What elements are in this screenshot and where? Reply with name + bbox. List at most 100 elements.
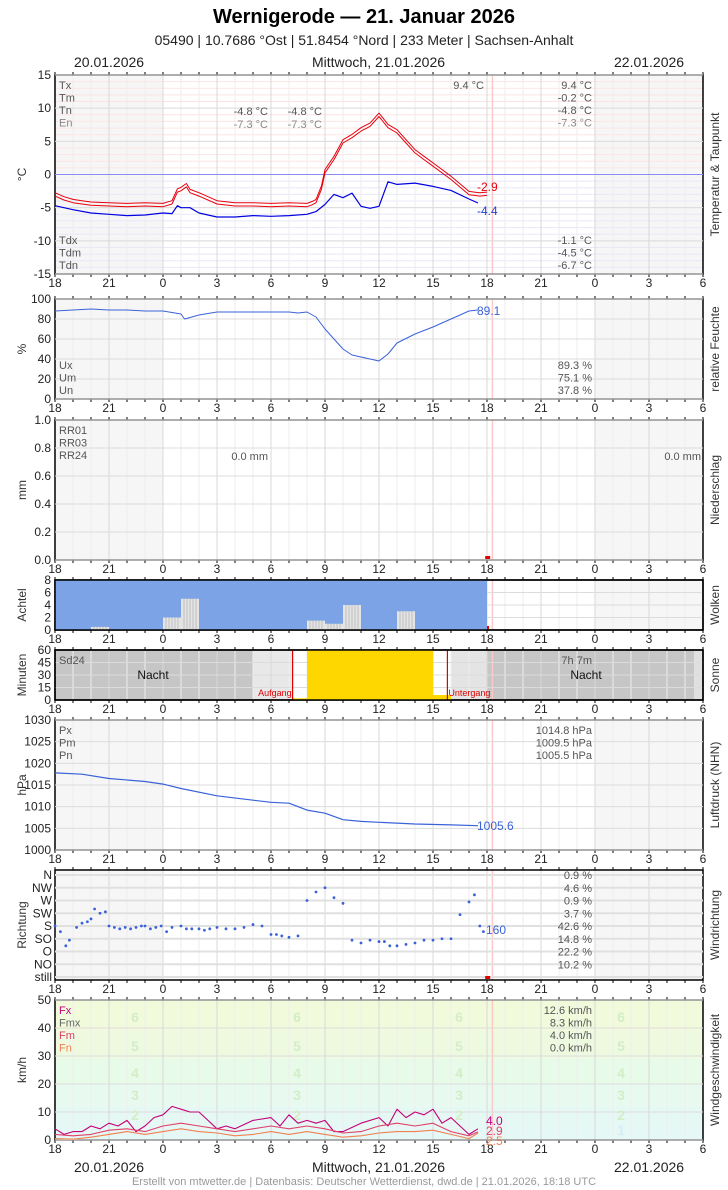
x-tick-label: 9 xyxy=(322,702,329,716)
legend-fm: Fm xyxy=(59,1030,75,1042)
x-tick-label: 6 xyxy=(268,1142,275,1156)
direction-point xyxy=(149,927,152,931)
x-tick-label: 18 xyxy=(480,1142,494,1156)
direction-point xyxy=(269,933,273,936)
annotation: -4.8 °C xyxy=(288,106,322,118)
legend-tdm: Tdm xyxy=(59,248,81,260)
panel-title: relative Feuchte xyxy=(708,306,722,392)
y-tick-label: -10 xyxy=(34,234,52,248)
legend-en: En xyxy=(59,118,72,130)
y-tick-label: 20 xyxy=(38,1077,52,1091)
footer-credit: Erstellt von mtwetter.de | Datenbasis: D… xyxy=(131,1176,597,1188)
y-axis-label: °C xyxy=(15,167,29,181)
x-tick-label: 18 xyxy=(480,632,494,646)
y-axis-label: hPa xyxy=(15,774,29,796)
annotation: 22.2 % xyxy=(558,947,592,959)
direction-point xyxy=(260,924,264,928)
direction-point xyxy=(280,934,284,938)
last-dewpoint: -4.4 xyxy=(477,204,498,218)
y-tick-label: 15 xyxy=(38,68,52,82)
direction-label: SO xyxy=(35,932,52,946)
y-tick-label: 80 xyxy=(38,312,52,326)
y-tick-label: 45 xyxy=(38,656,52,670)
x-tick-label: 0 xyxy=(160,276,167,290)
legend-tm: Tm xyxy=(59,93,75,105)
legend-fmx: Fmx xyxy=(59,1018,81,1030)
direction-point xyxy=(314,890,318,894)
direction-point xyxy=(377,940,381,943)
direction-point xyxy=(458,913,462,917)
cloud-bar xyxy=(235,580,253,630)
beaufort-label: 3 xyxy=(455,1087,463,1103)
cloud-bar xyxy=(361,580,379,630)
x-tick-label: 3 xyxy=(646,276,653,290)
direction-label: S xyxy=(44,919,52,933)
panel-title: Windgeschwindigkeit xyxy=(708,1013,722,1126)
y-tick-label: 0.6 xyxy=(34,469,51,483)
x-tick-label: 3 xyxy=(646,632,653,646)
x-tick-label: 18 xyxy=(480,702,494,716)
x-tick-label: 0 xyxy=(160,562,167,576)
x-tick-label: 12 xyxy=(372,401,386,415)
direction-point xyxy=(404,943,408,946)
beaufort-label: 5 xyxy=(617,1038,625,1054)
cloud-bar xyxy=(289,580,307,630)
beaufort-label: 6 xyxy=(455,1009,463,1025)
annotation: 8.3 km/h xyxy=(550,1018,592,1030)
y-tick-label: 1010 xyxy=(24,800,51,814)
direction-point xyxy=(305,899,309,902)
x-tick-label: 21 xyxy=(534,276,548,290)
direction-point xyxy=(113,926,116,929)
y-tick-label: 4 xyxy=(44,598,51,612)
direction-label: W xyxy=(41,894,53,908)
direction-point xyxy=(107,924,111,928)
series-line xyxy=(54,1105,479,1135)
direction-point xyxy=(350,938,354,942)
x-tick-label: 15 xyxy=(426,852,440,866)
direction-point xyxy=(422,938,426,942)
x-tick-label: 6 xyxy=(700,401,707,415)
direction-point xyxy=(395,944,399,948)
x-tick-label: 9 xyxy=(322,632,329,646)
x-tick-label: 0 xyxy=(592,562,599,576)
beaufort-label: 5 xyxy=(455,1038,463,1054)
beaufort-label: 6 xyxy=(293,1009,301,1025)
direction-point xyxy=(80,921,84,925)
cloud-bar xyxy=(433,580,451,630)
beaufort-label: 5 xyxy=(293,1038,301,1054)
direction-point xyxy=(388,944,392,948)
x-tick-label: 0 xyxy=(592,401,599,415)
direction-point xyxy=(154,926,158,929)
x-tick-label: 9 xyxy=(322,401,329,415)
direction-point xyxy=(251,923,255,926)
direction-point xyxy=(89,917,93,921)
direction-point xyxy=(165,930,169,934)
beaufort-label: 3 xyxy=(131,1087,139,1103)
x-tick-label: 18 xyxy=(48,276,62,290)
series-line xyxy=(54,181,479,218)
x-tick-label: 18 xyxy=(480,852,494,866)
x-tick-label: 0 xyxy=(592,982,599,996)
station-info: 05490 | 10.7686 °Ost | 51.8454 °Nord | 2… xyxy=(154,32,574,48)
x-tick-label: 9 xyxy=(322,1142,329,1156)
x-tick-label: 3 xyxy=(214,852,221,866)
cloud-bar xyxy=(451,580,469,630)
cloud-bar xyxy=(469,580,487,630)
x-tick-label: 21 xyxy=(102,562,116,576)
x-tick-label: 21 xyxy=(534,702,548,716)
x-tick-label: 6 xyxy=(700,852,707,866)
x-tick-label: 21 xyxy=(534,562,548,576)
x-tick-label: 3 xyxy=(214,632,221,646)
x-tick-label: 15 xyxy=(426,1142,440,1156)
date-right-top: 22.01.2026 xyxy=(614,54,685,70)
annotation: 0.9 % xyxy=(564,896,592,908)
x-tick-label: 12 xyxy=(372,632,386,646)
direction-point xyxy=(242,926,246,929)
x-tick-label: 3 xyxy=(646,702,653,716)
x-tick-label: 9 xyxy=(322,852,329,866)
x-tick-label: 6 xyxy=(268,852,275,866)
direction-point xyxy=(332,896,336,900)
y-tick-label: -5 xyxy=(40,201,51,215)
x-tick-label: 12 xyxy=(372,702,386,716)
